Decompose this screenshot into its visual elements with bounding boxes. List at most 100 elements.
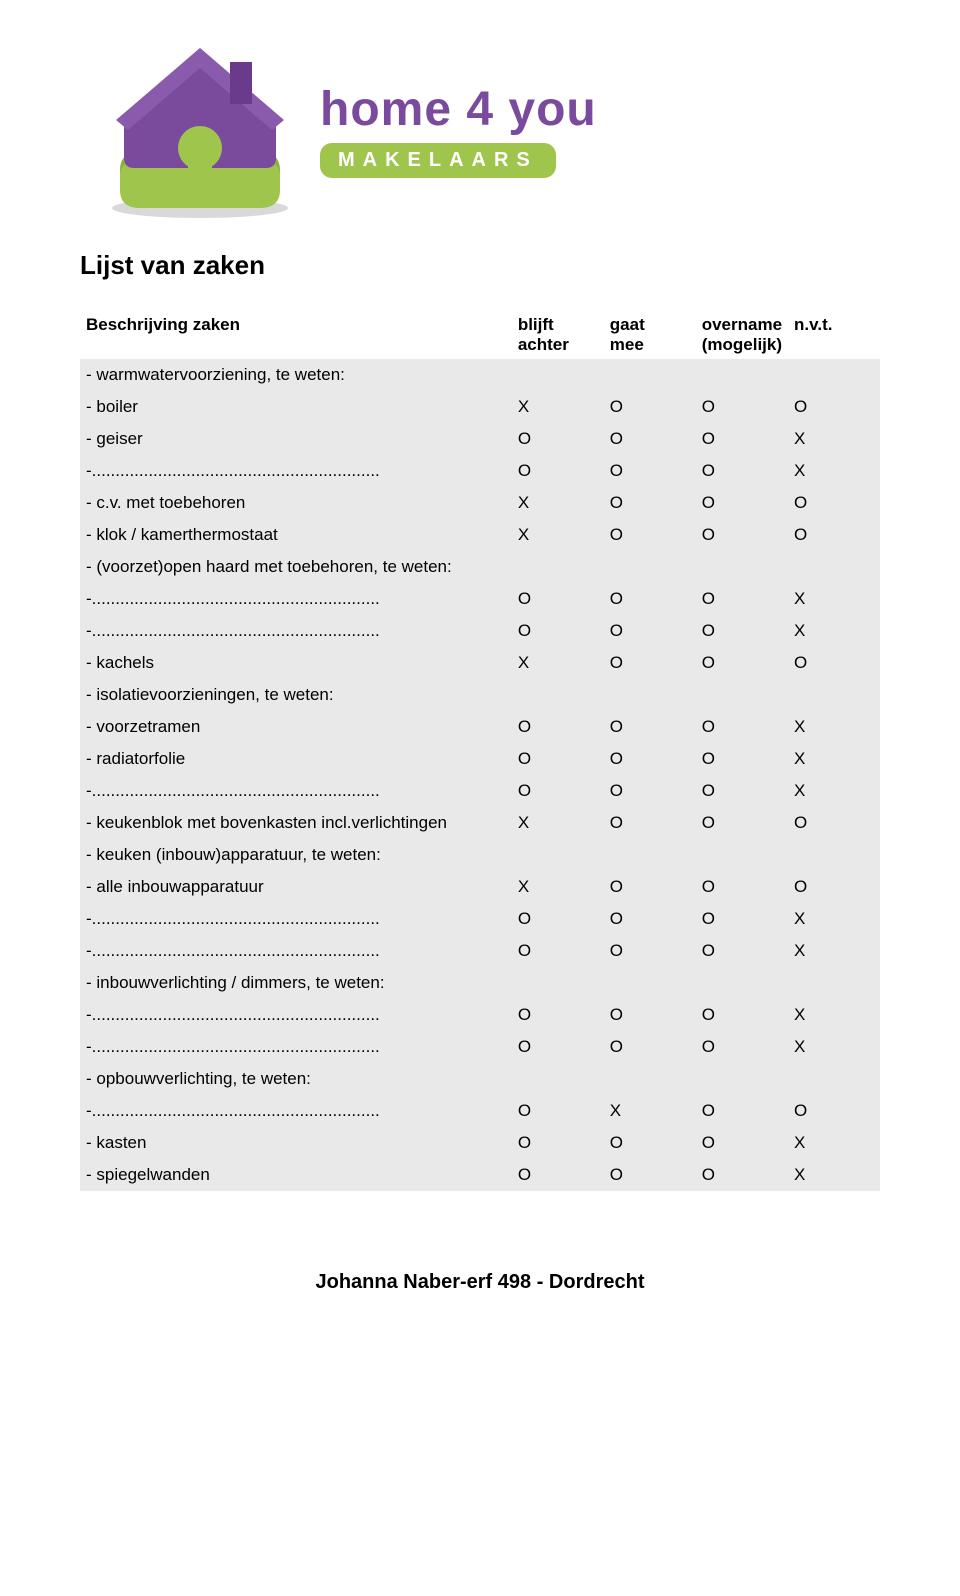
- cell-value: O: [512, 615, 604, 647]
- cell-value: X: [512, 647, 604, 679]
- cell-value: X: [512, 519, 604, 551]
- cell-value: X: [788, 1031, 880, 1063]
- cell-value: O: [696, 519, 788, 551]
- cell-value: X: [788, 743, 880, 775]
- logo-sub-text: MAKELAARS: [320, 143, 556, 178]
- cell-value: O: [696, 423, 788, 455]
- table-row: -.......................................…: [80, 615, 880, 647]
- cell-value: X: [788, 1159, 880, 1191]
- cell-value: X: [512, 871, 604, 903]
- row-label: -.......................................…: [80, 455, 512, 487]
- cell-value: X: [788, 583, 880, 615]
- cell-value: O: [788, 391, 880, 423]
- cell-value: O: [512, 423, 604, 455]
- cell-value: X: [788, 423, 880, 455]
- row-label: -.......................................…: [80, 935, 512, 967]
- cell-value: O: [696, 743, 788, 775]
- cell-value: O: [604, 647, 696, 679]
- row-label: - klok / kamerthermostaat: [80, 519, 512, 551]
- cell-value: O: [512, 1095, 604, 1127]
- cell-value: O: [604, 1159, 696, 1191]
- items-table: Beschrijving zaken blijft achter gaat me…: [80, 311, 880, 1191]
- row-label: - geiser: [80, 423, 512, 455]
- cell-value: O: [604, 487, 696, 519]
- cell-value: X: [788, 455, 880, 487]
- table-row: -.......................................…: [80, 1031, 880, 1063]
- house-icon: [100, 40, 300, 220]
- cell-value: O: [696, 583, 788, 615]
- cell-value: O: [696, 1095, 788, 1127]
- row-label: - c.v. met toebehoren: [80, 487, 512, 519]
- cell-value: O: [604, 999, 696, 1031]
- table-row: -.......................................…: [80, 583, 880, 615]
- row-label: - kachels: [80, 647, 512, 679]
- cell-value: O: [696, 1159, 788, 1191]
- row-label: - boiler: [80, 391, 512, 423]
- cell-value: O: [512, 935, 604, 967]
- table-row: - boilerXOOO: [80, 391, 880, 423]
- table-row: -.......................................…: [80, 999, 880, 1031]
- row-label: - spiegelwanden: [80, 1159, 512, 1191]
- cell-value: O: [788, 1095, 880, 1127]
- header-col2: gaat mee: [604, 311, 696, 359]
- table-row: - alle inbouwapparatuurXOOO: [80, 871, 880, 903]
- header-col4: n.v.t.: [788, 311, 880, 359]
- table-row: - keukenblok met bovenkasten incl.verlic…: [80, 807, 880, 839]
- cell-value: O: [604, 743, 696, 775]
- cell-value: O: [604, 903, 696, 935]
- cell-value: X: [512, 487, 604, 519]
- section-label: - isolatievoorzieningen, te weten:: [80, 679, 880, 711]
- header-description: Beschrijving zaken: [80, 311, 512, 359]
- table-row: - kastenOOOX: [80, 1127, 880, 1159]
- cell-value: X: [788, 1127, 880, 1159]
- cell-value: O: [512, 711, 604, 743]
- header-col1: blijft achter: [512, 311, 604, 359]
- cell-value: O: [512, 1127, 604, 1159]
- section-label: - keuken (inbouw)apparatuur, te weten:: [80, 839, 880, 871]
- cell-value: O: [696, 711, 788, 743]
- cell-value: O: [788, 519, 880, 551]
- cell-value: O: [696, 871, 788, 903]
- table-row: - opbouwverlichting, te weten:: [80, 1063, 880, 1095]
- row-label: -.......................................…: [80, 583, 512, 615]
- row-label: -.......................................…: [80, 775, 512, 807]
- cell-value: O: [696, 487, 788, 519]
- table-row: -.......................................…: [80, 775, 880, 807]
- table-row: - warmwatervoorziening, te weten:: [80, 359, 880, 391]
- cell-value: O: [604, 583, 696, 615]
- cell-value: O: [604, 871, 696, 903]
- cell-value: X: [512, 391, 604, 423]
- cell-value: O: [696, 935, 788, 967]
- table-row: - isolatievoorzieningen, te weten:: [80, 679, 880, 711]
- cell-value: X: [788, 615, 880, 647]
- table-row: - spiegelwandenOOOX: [80, 1159, 880, 1191]
- row-label: -.......................................…: [80, 903, 512, 935]
- row-label: - keukenblok met bovenkasten incl.verlic…: [80, 807, 512, 839]
- cell-value: O: [604, 1031, 696, 1063]
- section-label: - (voorzet)open haard met toebehoren, te…: [80, 551, 880, 583]
- section-label: - inbouwverlichting / dimmers, te weten:: [80, 967, 880, 999]
- table-row: - geiserOOOX: [80, 423, 880, 455]
- cell-value: O: [512, 903, 604, 935]
- cell-value: O: [512, 583, 604, 615]
- row-label: -.......................................…: [80, 999, 512, 1031]
- cell-value: O: [604, 807, 696, 839]
- cell-value: O: [696, 775, 788, 807]
- cell-value: X: [788, 999, 880, 1031]
- cell-value: O: [696, 391, 788, 423]
- row-label: -.......................................…: [80, 1095, 512, 1127]
- cell-value: O: [604, 455, 696, 487]
- cell-value: X: [788, 711, 880, 743]
- row-label: - kasten: [80, 1127, 512, 1159]
- cell-value: X: [512, 807, 604, 839]
- header-desc-text: Beschrijving zaken: [86, 315, 240, 334]
- table-body: - warmwatervoorziening, te weten:- boile…: [80, 359, 880, 1191]
- header-col3: overname (mogelijk): [696, 311, 788, 359]
- table-row: - kachelsXOOO: [80, 647, 880, 679]
- cell-value: X: [604, 1095, 696, 1127]
- logo-main-text: home 4 you: [320, 82, 597, 137]
- row-label: - alle inbouwapparatuur: [80, 871, 512, 903]
- section-label: - opbouwverlichting, te weten:: [80, 1063, 880, 1095]
- cell-value: O: [696, 1031, 788, 1063]
- cell-value: O: [696, 807, 788, 839]
